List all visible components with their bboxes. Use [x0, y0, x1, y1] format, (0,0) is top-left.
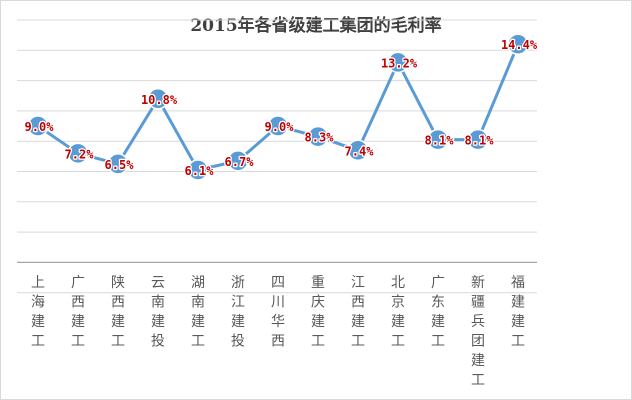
- x-tick-label-4: 湖南建工: [191, 275, 205, 350]
- data-label-2: 6.5%: [105, 158, 135, 172]
- gridlines: [17, 19, 537, 294]
- data-point-12: [507, 33, 529, 55]
- data-label-0: 9.0%: [25, 120, 55, 134]
- data-point-5: [227, 150, 249, 172]
- x-tick-label-9: 北京建工: [391, 275, 405, 350]
- data-label-10: 8.1%: [425, 134, 455, 148]
- data-point-9: [387, 51, 409, 74]
- data-label-12: 14.4%: [501, 38, 538, 52]
- x-axis-tick-labels: 上海建工 广西建工 陕西建工 云南建投 湖南建工 浙江建投 四川华西 重庆建工 江西建工 北京建工…: [31, 275, 525, 389]
- x-tick-label-2: 陕西建工: [111, 275, 125, 350]
- x-tick-label-10: 广东建工: [431, 275, 445, 350]
- x-tick-label-3: 云南建投: [151, 275, 165, 350]
- data-label-8: 7.4%: [345, 144, 375, 158]
- data-point-10: [427, 128, 449, 151]
- data-point-2: [107, 153, 129, 175]
- series-line: [36, 42, 520, 172]
- data-labels: 9.0% 7.2% 6.5% 10.8% 6.1% 6.7% 9.0% 8.3% 7.4% 13.…: [23, 37, 539, 179]
- data-point-11: [467, 128, 489, 151]
- data-point-7: [307, 125, 329, 148]
- data-point-0: [27, 115, 49, 137]
- data-point-1: [67, 142, 89, 165]
- x-tick-label-8: 江西建工: [351, 275, 365, 350]
- data-label-3: 10.8%: [141, 93, 178, 107]
- data-label-1: 7.2%: [65, 147, 95, 161]
- data-point-6: [267, 115, 289, 137]
- data-label-11: 8.1%: [465, 134, 495, 148]
- chart-title: 2015年各省级建工集团的毛利率: [190, 16, 442, 36]
- data-point-8: [347, 139, 369, 162]
- data-markers: [27, 33, 529, 181]
- x-tick-label-6: 四川华西: [271, 275, 285, 350]
- x-tick-label-0: 上海建工: [31, 275, 45, 350]
- data-point-3: [147, 88, 169, 110]
- data-point-4: [187, 159, 209, 181]
- x-tick-label-1: 广西建工: [71, 275, 85, 350]
- x-tick-label-7: 重庆建工: [311, 275, 325, 350]
- data-label-9: 13.2%: [381, 56, 418, 70]
- data-label-4: 6.1%: [185, 164, 215, 178]
- data-label-6: 9.0%: [265, 120, 295, 134]
- series-polyline: [36, 42, 520, 172]
- x-tick-label-11: 新疆兵团建工: [471, 275, 485, 389]
- data-label-5: 6.7%: [225, 155, 255, 169]
- x-tick-label-12: 福建建工: [511, 275, 525, 350]
- x-tick-label-5: 浙江建投: [231, 275, 245, 350]
- data-label-7: 8.3%: [305, 131, 335, 145]
